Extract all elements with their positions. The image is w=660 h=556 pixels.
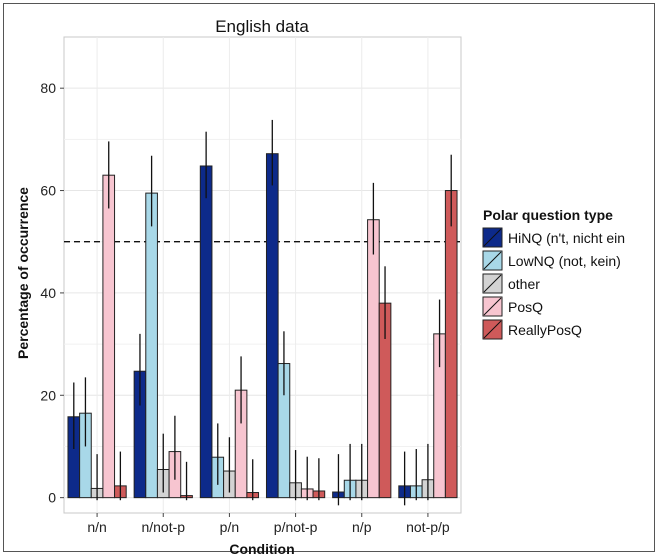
x-tick-label: p/not-p xyxy=(274,519,318,535)
legend-label: other xyxy=(508,276,540,292)
bar xyxy=(145,192,158,499)
y-tick-label: 40 xyxy=(40,285,56,301)
y-tick-label: 80 xyxy=(40,80,56,96)
y-axis-label: Percentage of occurrence xyxy=(15,187,31,359)
chart-title: English data xyxy=(215,17,309,36)
legend-swatch-slash xyxy=(483,297,502,316)
legend-swatch-slash xyxy=(483,320,502,339)
gridlines xyxy=(64,37,461,513)
y-axis: 0 20 40 60 80 xyxy=(40,80,64,506)
bar xyxy=(199,165,213,499)
x-axis: n/n n/not-p p/n p/not-p n/p not-p/p xyxy=(87,513,450,535)
x-axis-label: Condition xyxy=(229,541,294,556)
bar xyxy=(367,219,380,499)
error-bars xyxy=(73,119,452,506)
x-tick-label: n/not-p xyxy=(141,519,185,535)
x-tick-label: n/n xyxy=(87,519,106,535)
bar xyxy=(102,174,116,499)
legend-label: ReallyPosQ xyxy=(508,322,582,338)
bar xyxy=(265,153,279,499)
legend-swatch-slash xyxy=(483,228,502,247)
x-tick-label: not-p/p xyxy=(406,519,450,535)
bar xyxy=(444,190,458,499)
legend-label: HiNQ (n't, nicht ein xyxy=(508,230,625,246)
legend-label: PosQ xyxy=(508,299,543,315)
legend-swatch-slash xyxy=(483,251,502,270)
legend: Polar question type HiNQ (n't, nicht ein… xyxy=(482,207,625,340)
x-tick-label: n/p xyxy=(352,519,372,535)
chart-frame xyxy=(3,3,655,552)
x-tick-label: p/n xyxy=(220,519,239,535)
legend-swatch-slash xyxy=(483,274,502,293)
y-tick-label: 60 xyxy=(40,183,56,199)
y-tick-label: 0 xyxy=(48,490,56,506)
y-tick-label: 20 xyxy=(40,387,56,403)
legend-title: Polar question type xyxy=(483,207,613,223)
legend-label: LowNQ (not, kein) xyxy=(508,253,621,269)
plot-panel xyxy=(63,36,462,514)
